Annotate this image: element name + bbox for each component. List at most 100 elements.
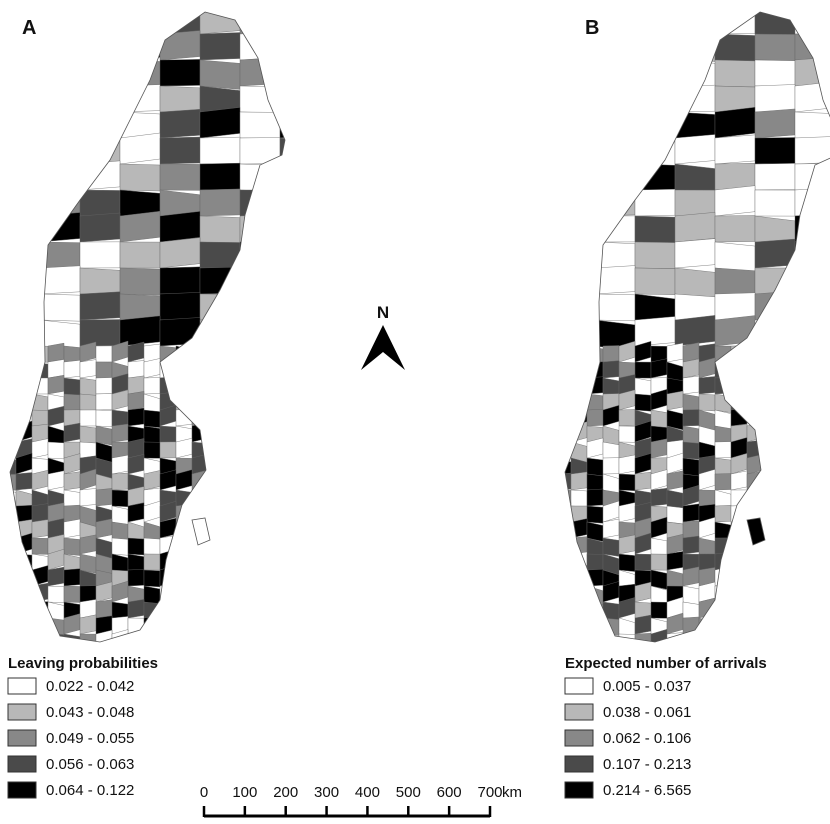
region [715,586,731,602]
region [192,631,208,650]
region [795,213,830,242]
region [811,362,827,381]
region [288,442,304,462]
region [763,390,779,410]
region [280,108,320,138]
island [192,518,210,545]
region [619,409,635,426]
region [288,520,304,538]
region [112,455,128,474]
region [747,602,763,621]
region [603,519,619,538]
scale-bar: 0100200300400500600700km [200,784,522,817]
region [272,568,288,586]
region [747,361,763,378]
region [755,137,795,164]
region [667,343,683,362]
region [571,537,587,554]
region [555,394,571,410]
region [795,268,830,294]
legend-label: 0.062 - 0.106 [603,730,691,747]
region [715,346,731,362]
region [224,618,240,634]
region [144,554,160,570]
region [96,362,112,378]
region [763,519,779,538]
region [224,583,240,602]
region [240,471,256,490]
region [240,487,256,506]
region [32,504,48,522]
region [80,394,96,411]
region [280,215,320,242]
region [731,505,747,522]
region [280,316,320,346]
region [731,394,747,410]
region [715,186,755,216]
region [779,634,795,651]
region [731,490,747,506]
region [208,634,224,654]
region [619,455,635,474]
region [280,31,320,60]
region [795,242,830,268]
region [555,238,595,268]
region [0,586,16,607]
region [224,554,240,571]
arrow-half [361,325,383,370]
region [80,410,96,426]
region [176,522,192,540]
region [256,522,272,542]
region [176,570,192,590]
region [32,439,48,458]
region [0,505,16,522]
region [0,316,40,346]
region [128,408,144,426]
region [280,294,320,320]
region [32,583,48,602]
region [160,238,200,268]
region [795,488,811,506]
region [555,373,571,394]
region [683,442,699,459]
region [16,586,32,604]
region [603,634,619,655]
region [555,214,595,242]
region [144,470,160,490]
region [731,633,747,650]
region [240,346,256,366]
region [555,583,571,602]
region [120,60,160,87]
region [731,376,747,394]
scale-label: 500 [396,784,421,801]
region [272,375,288,394]
region [224,390,240,410]
region [675,8,715,34]
region [32,538,48,554]
region [208,442,224,461]
region [240,58,280,86]
region [571,472,587,490]
region [763,602,779,622]
region [811,538,827,558]
region [192,570,208,589]
region [192,486,208,506]
region [208,618,224,638]
region [0,631,16,650]
region [240,294,280,323]
region [747,633,763,650]
region [256,458,272,475]
region [0,615,16,634]
region [595,134,635,164]
region [224,442,240,462]
region [48,343,64,362]
region [555,290,595,320]
region [160,360,176,378]
region [200,5,240,34]
region [160,292,200,320]
region [587,506,603,523]
region [619,426,635,442]
region [555,618,571,639]
region [0,362,16,382]
region [587,458,603,476]
